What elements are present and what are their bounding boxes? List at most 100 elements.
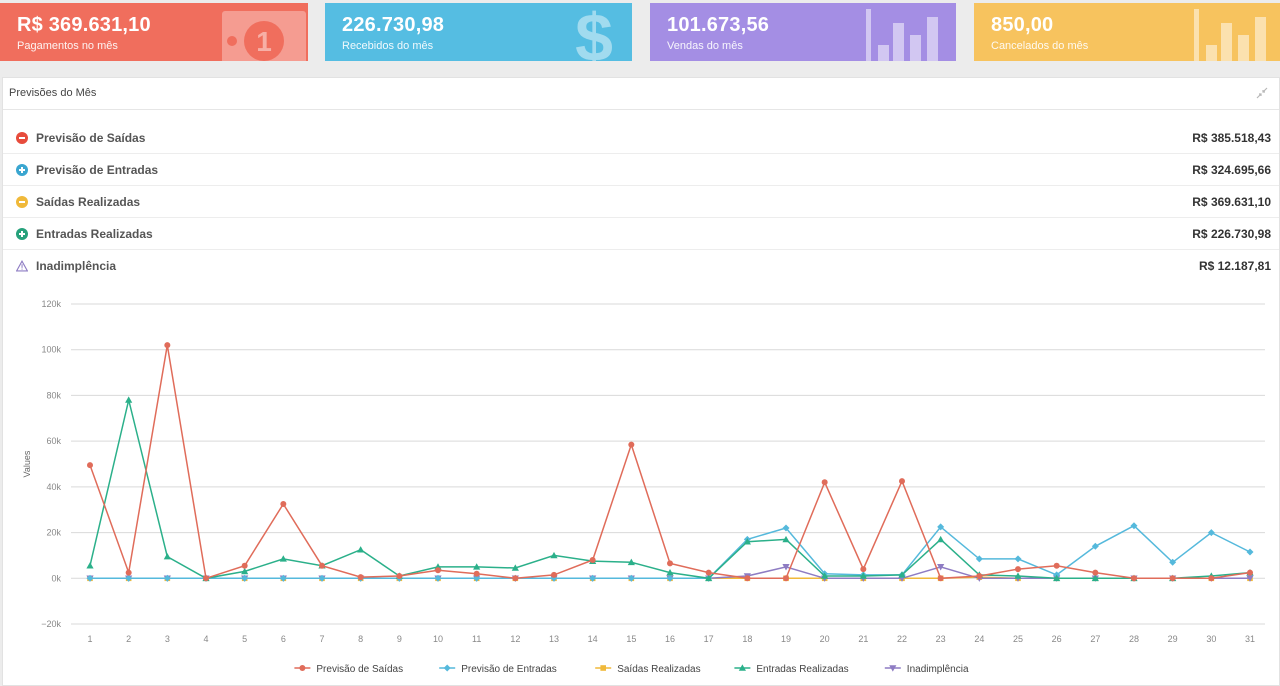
legend-item-5[interactable]: Inadimplência xyxy=(884,664,969,675)
data-point[interactable] xyxy=(743,538,751,545)
legend-marker[interactable] xyxy=(443,664,451,672)
summary-value: R$ 12.187,81 xyxy=(1198,259,1271,273)
data-point[interactable] xyxy=(86,574,94,582)
kpi-card-pagamentos[interactable]: R$ 369.631,10 Pagamentos no mês 1 xyxy=(0,3,308,61)
legend-item-3[interactable]: Saídas Realizadas xyxy=(595,664,701,675)
data-point[interactable] xyxy=(163,552,171,560)
x-tick-label: 4 xyxy=(203,634,208,644)
data-point[interactable] xyxy=(1131,575,1137,582)
data-point[interactable] xyxy=(241,562,248,569)
data-point[interactable] xyxy=(937,575,944,582)
legend-item-1[interactable]: Previsão de Saídas xyxy=(294,664,403,675)
data-point[interactable] xyxy=(125,574,133,582)
data-point[interactable] xyxy=(357,574,364,581)
kpi-card-vendas[interactable]: 101.673,56 Vendas do mês xyxy=(650,3,956,61)
legend-label: Inadimplência xyxy=(907,664,969,675)
legend-marker[interactable] xyxy=(889,665,897,672)
data-point[interactable] xyxy=(1247,569,1253,576)
data-point[interactable] xyxy=(357,546,365,553)
data-point[interactable] xyxy=(937,535,945,543)
data-point[interactable] xyxy=(163,574,171,582)
data-point[interactable] xyxy=(1091,574,1099,582)
data-point[interactable] xyxy=(551,571,557,578)
data-point[interactable] xyxy=(1092,569,1099,576)
data-point[interactable] xyxy=(898,571,906,578)
data-point[interactable] xyxy=(241,567,249,575)
data-point[interactable] xyxy=(1015,566,1021,573)
data-point[interactable] xyxy=(782,524,790,532)
x-tick-label: 29 xyxy=(1168,634,1178,644)
data-point[interactable] xyxy=(667,560,673,567)
data-point[interactable] xyxy=(473,574,481,582)
data-point[interactable] xyxy=(241,574,249,582)
x-tick-label: 9 xyxy=(397,634,402,644)
data-point[interactable] xyxy=(1208,575,1215,582)
legend-marker[interactable] xyxy=(600,665,606,671)
data-point[interactable] xyxy=(860,566,867,573)
data-point[interactable] xyxy=(627,558,635,566)
data-point[interactable] xyxy=(279,574,287,582)
data-point[interactable] xyxy=(628,441,635,448)
legend-marker[interactable] xyxy=(738,664,746,671)
data-point[interactable] xyxy=(937,523,945,531)
data-point[interactable] xyxy=(1207,529,1215,537)
data-point[interactable] xyxy=(318,574,326,582)
data-point[interactable] xyxy=(87,462,93,469)
data-point[interactable] xyxy=(512,575,519,582)
data-point[interactable] xyxy=(473,570,480,577)
data-point[interactable] xyxy=(280,501,287,507)
data-point[interactable] xyxy=(666,574,674,582)
data-point[interactable] xyxy=(782,535,790,543)
collapse-icon[interactable] xyxy=(1255,86,1269,100)
kpi-card-recebidos[interactable]: 226.730,98 Recebidos do mês $ xyxy=(325,3,632,61)
data-point[interactable] xyxy=(976,573,983,579)
data-point[interactable] xyxy=(783,575,789,582)
data-point[interactable] xyxy=(164,342,171,349)
data-point[interactable] xyxy=(975,555,983,563)
data-point[interactable] xyxy=(821,479,828,486)
data-point[interactable] xyxy=(279,555,287,562)
data-point[interactable] xyxy=(319,562,325,569)
legend-item-2[interactable]: Previsão de Entradas xyxy=(439,664,557,675)
data-point[interactable] xyxy=(937,564,945,571)
data-point[interactable] xyxy=(1053,574,1061,582)
legend-marker[interactable] xyxy=(299,665,306,671)
data-point[interactable] xyxy=(86,562,94,569)
data-point[interactable] xyxy=(782,564,790,571)
minus-circle-icon xyxy=(16,196,28,208)
data-point[interactable] xyxy=(1053,562,1060,569)
chart-legend[interactable]: Previsão de Saídas Previsão de Entradas Sa… xyxy=(294,664,969,675)
data-point[interactable] xyxy=(589,574,597,582)
data-point[interactable] xyxy=(859,572,867,579)
data-point[interactable] xyxy=(1014,572,1022,579)
data-point[interactable] xyxy=(1246,548,1254,556)
data-point[interactable] xyxy=(1091,542,1099,550)
data-point[interactable] xyxy=(1246,575,1254,582)
data-point[interactable] xyxy=(666,568,674,576)
data-point[interactable] xyxy=(125,396,133,403)
legend-item-4[interactable]: Entradas Realizadas xyxy=(734,664,849,675)
data-point[interactable] xyxy=(899,478,905,485)
kpi-card-cancelados[interactable]: 850,00 Cancelados do mês xyxy=(974,3,1280,61)
legend-label: Previsão de Saídas xyxy=(316,664,403,675)
data-point[interactable] xyxy=(434,574,442,582)
data-point[interactable] xyxy=(511,564,519,571)
data-point[interactable] xyxy=(821,572,829,579)
data-point[interactable] xyxy=(396,573,403,579)
data-point[interactable] xyxy=(1169,558,1177,566)
data-point[interactable] xyxy=(627,574,635,582)
kpi-label: Vendas do mês xyxy=(667,40,743,52)
data-point[interactable] xyxy=(705,569,712,576)
data-point[interactable] xyxy=(435,567,441,574)
data-point[interactable] xyxy=(1130,522,1138,530)
data-point[interactable] xyxy=(744,575,751,582)
data-point[interactable] xyxy=(1169,575,1176,582)
data-point[interactable] xyxy=(473,563,481,570)
data-point[interactable] xyxy=(589,557,596,563)
data-point[interactable] xyxy=(705,574,713,582)
data-point[interactable] xyxy=(550,551,558,559)
data-point[interactable] xyxy=(203,575,209,582)
data-point[interactable] xyxy=(125,569,132,576)
forecast-chart: −20k 0k 20k 40k 60k 80k 100k 120k 1 2 3 4 5 6 7 8 9 10 11 1… xyxy=(3,286,1279,685)
data-point[interactable] xyxy=(1014,555,1022,563)
